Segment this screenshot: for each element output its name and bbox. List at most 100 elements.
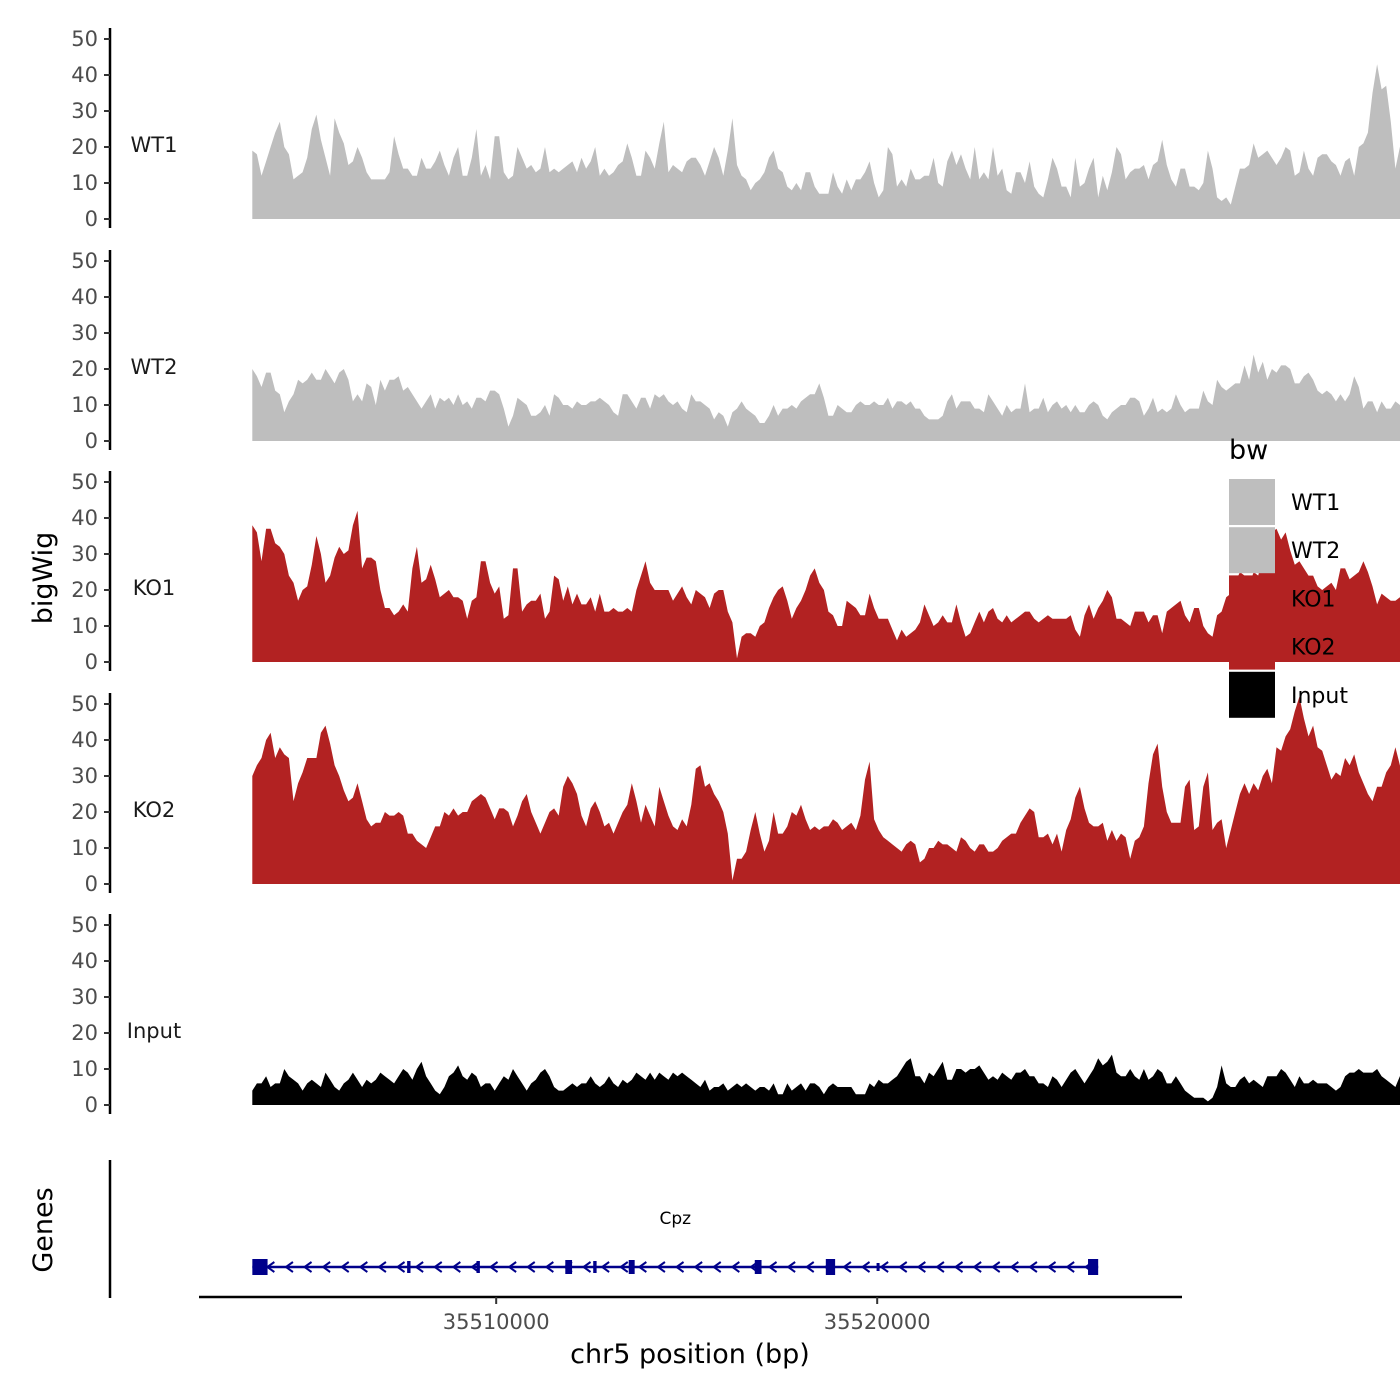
y-tick-label: 10 xyxy=(71,393,98,417)
gene-exon xyxy=(825,1259,836,1275)
strand-arrow xyxy=(488,1261,499,1273)
gene-exon xyxy=(628,1260,635,1274)
legend: bw WT1 WT2 KO1 KO2 Input xyxy=(1229,435,1348,718)
strand-arrow xyxy=(321,1261,331,1273)
strand-arrow xyxy=(340,1261,350,1273)
legend-key-ko1 xyxy=(1229,575,1275,622)
strand-arrow xyxy=(656,1261,666,1273)
y-axis-title: bigWig xyxy=(28,532,59,625)
strand-arrow xyxy=(284,1261,294,1273)
strand-arrow xyxy=(953,1261,964,1273)
gene-exon xyxy=(593,1261,597,1273)
strand-arrow xyxy=(712,1261,722,1273)
strand-arrow xyxy=(935,1261,945,1273)
gene-exon xyxy=(1088,1259,1099,1275)
x-axis: 35510000 35520000 chr5 position (bp) xyxy=(199,1295,1182,1370)
y-tick-label: 0 xyxy=(85,650,98,674)
strand-arrow xyxy=(879,1261,889,1273)
legend-key-input xyxy=(1229,671,1275,718)
strand-arrow xyxy=(507,1261,517,1273)
gene-name-label: Cpz xyxy=(659,1209,691,1229)
y-tick-label: 30 xyxy=(71,99,98,123)
y-tick-label: 20 xyxy=(71,578,98,602)
y-tick-label: 50 xyxy=(71,27,98,51)
strand-arrow xyxy=(637,1261,647,1273)
genes-axis-title: Genes xyxy=(28,1187,59,1272)
strand-arrow xyxy=(451,1261,461,1273)
y-tick-label: 40 xyxy=(71,506,98,530)
y-tick-label: 50 xyxy=(71,692,98,716)
y-tick-label: 20 xyxy=(71,1021,98,1045)
strand-arrow xyxy=(674,1261,685,1273)
track-label: KO2 xyxy=(133,798,176,822)
gene-exon xyxy=(876,1263,880,1271)
tracks-group: 0 10 20 30 40 50 WT1 0 10 20 30 40 50 WT2 0 10 20 30 40 50 K… xyxy=(71,27,1400,1117)
y-tick-label: 10 xyxy=(71,836,98,860)
y-tick-label: 40 xyxy=(71,949,98,973)
y-tick-label: 10 xyxy=(71,1057,98,1081)
y-tick-label: 50 xyxy=(71,470,98,494)
genes-panel: Genes Cpz xyxy=(28,1160,1099,1298)
y-tick-label: 30 xyxy=(71,985,98,1009)
legend-key-wt2 xyxy=(1229,527,1275,574)
strand-arrow xyxy=(842,1261,852,1273)
strand-arrow xyxy=(544,1261,554,1273)
y-tick-label: 40 xyxy=(71,728,98,752)
y-tick-label: 0 xyxy=(85,1093,98,1117)
track-label: KO1 xyxy=(133,576,176,600)
y-tick-label: 40 xyxy=(71,63,98,87)
area-ko2 xyxy=(252,696,1400,884)
legend-key-wt1 xyxy=(1229,479,1275,525)
y-tick-label: 40 xyxy=(71,285,98,309)
strand-arrow xyxy=(377,1261,387,1273)
strand-arrow xyxy=(786,1261,796,1273)
x-ticks: 35510000 35520000 xyxy=(443,1297,931,1334)
track-ko2: 0 10 20 30 40 50 KO2 xyxy=(71,692,1400,896)
x-tick-label: 35510000 xyxy=(443,1310,550,1334)
strand-arrow xyxy=(619,1261,629,1273)
strand-arrow xyxy=(1009,1261,1019,1273)
strand-arrow xyxy=(526,1261,536,1273)
y-tick-label: 30 xyxy=(71,764,98,788)
strand-arrow xyxy=(600,1261,610,1273)
y-tick-label: 30 xyxy=(71,542,98,566)
area-input xyxy=(252,1054,1400,1105)
strand-arrow xyxy=(433,1261,443,1273)
strand-arrow xyxy=(805,1261,815,1273)
y-tick-label: 0 xyxy=(85,207,98,231)
strand-arrow xyxy=(767,1261,778,1273)
strand-arrow xyxy=(581,1261,592,1273)
legend-items: WT1 WT2 KO1 KO2 Input xyxy=(1229,479,1348,718)
track-label: WT2 xyxy=(131,355,178,379)
strand-arrow xyxy=(358,1261,368,1273)
y-tick-label: 50 xyxy=(71,913,98,937)
strand-arrow xyxy=(898,1261,908,1273)
y-tick-label: 20 xyxy=(71,357,98,381)
area-wt2 xyxy=(252,354,1400,441)
y-tick-label: 10 xyxy=(71,171,98,195)
gene-exon xyxy=(754,1260,762,1274)
strand-arrow xyxy=(972,1261,982,1273)
y-tick-label: 0 xyxy=(85,872,98,896)
strand-arrow xyxy=(860,1261,871,1273)
legend-label: WT1 xyxy=(1291,491,1340,516)
strand-arrow xyxy=(302,1261,313,1273)
legend-label: KO1 xyxy=(1291,587,1336,612)
gene-exon xyxy=(565,1260,573,1274)
area-ko1 xyxy=(252,510,1400,662)
strand-arrow xyxy=(1028,1261,1038,1273)
strand-arrow xyxy=(395,1261,406,1273)
legend-label: WT2 xyxy=(1291,539,1340,564)
strand-arrow xyxy=(693,1261,703,1273)
y-tick-label: 0 xyxy=(85,429,98,453)
track-label: WT1 xyxy=(131,133,178,157)
strand-arrow xyxy=(916,1261,926,1273)
gene-exon xyxy=(252,1259,268,1275)
y-tick-label: 50 xyxy=(71,249,98,273)
strand-arrow xyxy=(1065,1261,1075,1273)
y-tick-label: 20 xyxy=(71,135,98,159)
track-wt2: 0 10 20 30 40 50 WT2 xyxy=(71,249,1400,453)
legend-label: KO2 xyxy=(1291,636,1336,661)
gene-exon xyxy=(476,1261,480,1273)
